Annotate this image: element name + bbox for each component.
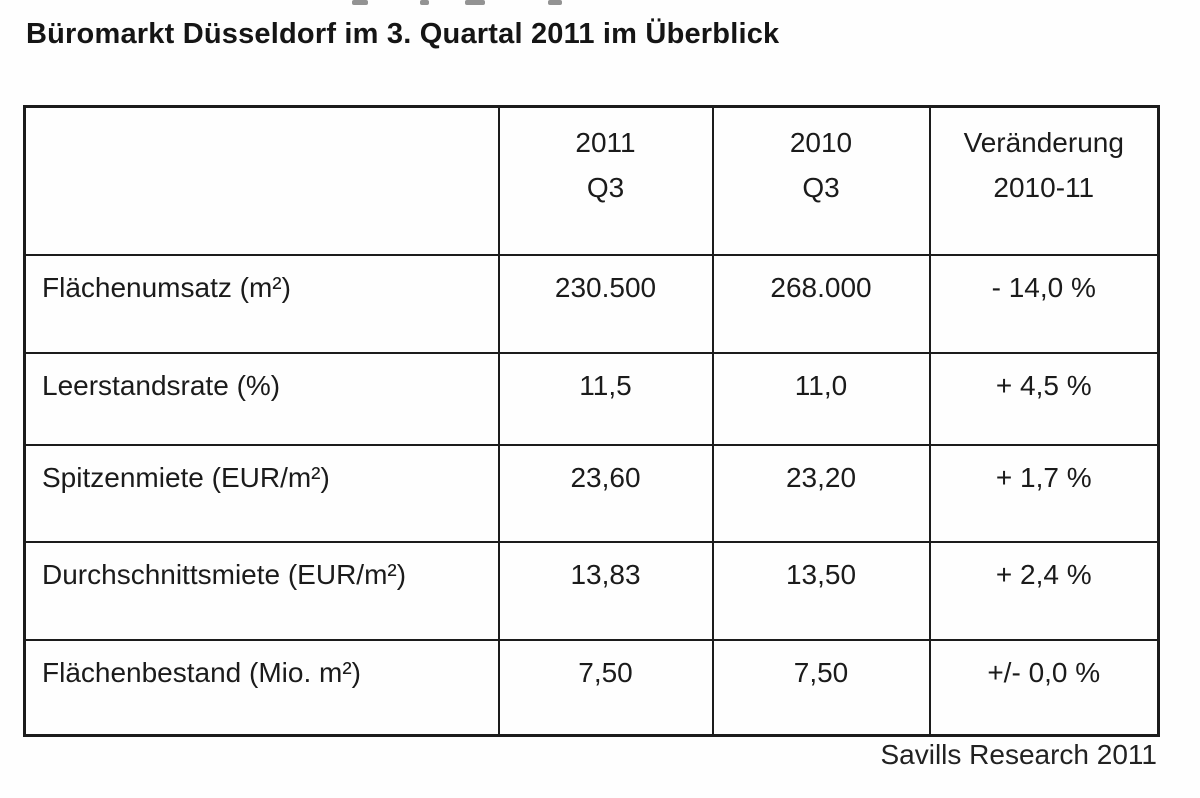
- market-overview-table: 2011 Q3 2010 Q3 Veränderung 2010-11 Fläc…: [23, 105, 1160, 737]
- header-quarter-2011: Q3: [586, 172, 625, 203]
- value-2010: 13,50: [711, 540, 931, 641]
- header-empty-cell: [23, 105, 500, 256]
- value-2010: 11,0: [711, 351, 931, 446]
- crop-artifact: [548, 0, 562, 5]
- crop-artifact: [352, 0, 368, 5]
- page-title: Büromarkt Düsseldorf im 3. Quartal 2011 …: [26, 18, 780, 50]
- header-year-2011: 2011: [575, 127, 636, 158]
- value-2011: 11,5: [497, 351, 714, 446]
- header-quarter-2010: Q3: [802, 172, 840, 203]
- row-label: Flächenumsatz (m²): [23, 253, 500, 354]
- header-2011-q3: 2011 Q3: [497, 105, 714, 256]
- table-row-durchschnittsmiete: Durchschnittsmiete (EUR/m²) 13,83 13,50 …: [23, 540, 1160, 641]
- value-2011: 7,50: [497, 638, 714, 737]
- header-year-2010: 2010: [789, 127, 853, 158]
- row-label: Leerstandsrate (%): [23, 351, 500, 446]
- header-change-period: 2010-11: [993, 172, 1095, 203]
- value-2010: 268.000: [711, 253, 931, 354]
- row-label: Durchschnittsmiete (EUR/m²): [23, 540, 500, 641]
- header-change-label: Veränderung: [963, 127, 1124, 158]
- table-header-row: 2011 Q3 2010 Q3 Veränderung 2010-11: [23, 105, 1160, 256]
- value-change: + 2,4 %: [928, 540, 1160, 641]
- source-credit: Savills Research 2011: [880, 739, 1157, 770]
- crop-artifact: [420, 0, 429, 5]
- value-2010: 23,20: [711, 443, 931, 543]
- table-row-spitzenmiete: Spitzenmiete (EUR/m²) 23,60 23,20 + 1,7 …: [23, 443, 1160, 543]
- table-row-flaechenumsatz: Flächenumsatz (m²) 230.500 268.000 - 14,…: [23, 253, 1160, 354]
- value-2011: 230.500: [497, 253, 714, 354]
- value-2010: 7,50: [711, 638, 931, 737]
- table-row-flaechenbestand: Flächenbestand (Mio. m²) 7,50 7,50 +/- 0…: [23, 638, 1160, 737]
- crop-artifact: [465, 0, 485, 5]
- value-change: + 1,7 %: [928, 443, 1160, 543]
- value-2011: 23,60: [497, 443, 714, 543]
- row-label: Spitzenmiete (EUR/m²): [23, 443, 500, 543]
- header-2010-q3: 2010 Q3: [711, 105, 931, 256]
- row-label: Flächenbestand (Mio. m²): [23, 638, 500, 737]
- table-row-leerstandsrate: Leerstandsrate (%) 11,5 11,0 + 4,5 %: [23, 351, 1160, 446]
- value-change: + 4,5 %: [928, 351, 1160, 446]
- header-change: Veränderung 2010-11: [928, 105, 1160, 256]
- value-change: - 14,0 %: [928, 253, 1160, 354]
- value-change: +/- 0,0 %: [928, 638, 1160, 737]
- value-2011: 13,83: [497, 540, 714, 641]
